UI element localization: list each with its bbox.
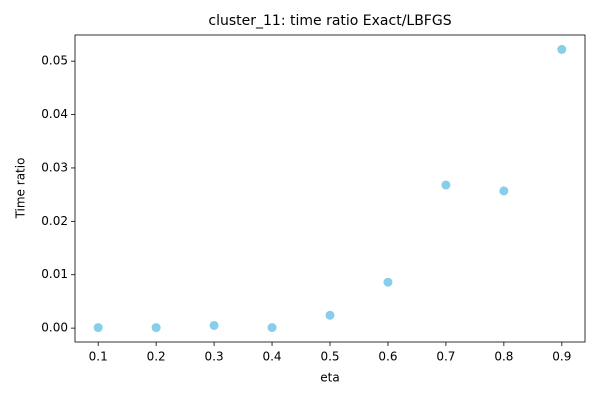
x-tick-label: 0.5 <box>320 350 339 364</box>
x-tick-label: 0.1 <box>89 350 108 364</box>
x-tick-label: 0.4 <box>262 350 281 364</box>
x-tick-label: 0.3 <box>205 350 224 364</box>
x-tick-label: 0.9 <box>552 350 571 364</box>
y-tick-label: 0.02 <box>41 214 68 228</box>
y-tick-label: 0.03 <box>41 160 68 174</box>
point <box>267 323 277 333</box>
point <box>151 323 161 333</box>
x-tick-label: 0.8 <box>494 350 513 364</box>
y-axis-label: Time ratio <box>14 158 28 220</box>
y-tick-label: 0.00 <box>41 321 68 335</box>
point <box>93 323 103 333</box>
point <box>557 44 567 54</box>
y-tick-label: 0.05 <box>41 54 68 68</box>
x-axis-label: eta <box>320 371 339 385</box>
point <box>209 320 219 330</box>
point <box>499 186 509 196</box>
point <box>441 180 451 190</box>
point <box>325 310 335 320</box>
x-tick-label: 0.7 <box>436 350 455 364</box>
x-tick-label: 0.2 <box>147 350 166 364</box>
x-tick-label: 0.6 <box>378 350 397 364</box>
y-tick-label: 0.04 <box>41 107 68 121</box>
y-tick-label: 0.01 <box>41 267 68 281</box>
point <box>383 277 393 287</box>
chart-title: cluster_11: time ratio Exact/LBFGS <box>208 13 451 29</box>
